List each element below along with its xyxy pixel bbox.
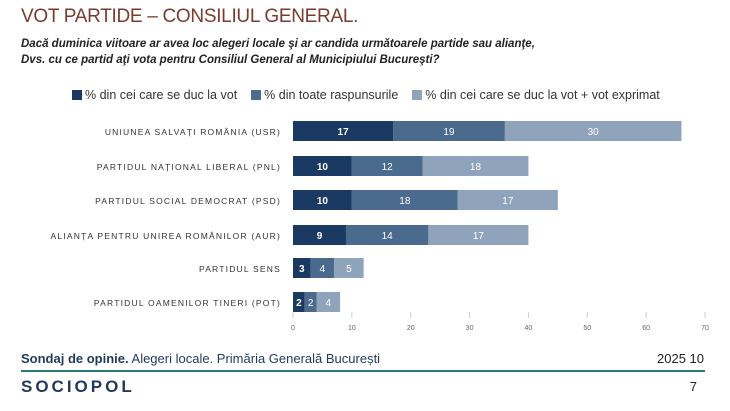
bar-segment (345, 225, 429, 245)
bar-segment (504, 121, 682, 141)
data-label: 18 (399, 196, 411, 207)
data-label: 17 (337, 127, 349, 138)
page-title: VOT PARTIDE – CONSILIUL GENERAL. (21, 6, 359, 27)
bar-segment (393, 121, 505, 141)
footer-survey: Sondaj de opinie. Alegeri locale. Primăr… (21, 351, 381, 366)
data-label: 18 (470, 162, 482, 173)
x-tick-label: 50 (583, 325, 591, 332)
data-label: 17 (502, 196, 514, 207)
data-label: 2 (296, 298, 302, 309)
category-label: UNIUNEA SALVAȚI ROMÂNIA (USR) (105, 127, 281, 137)
x-tick-label: 0 (291, 325, 295, 332)
x-tick-label: 20 (407, 325, 415, 332)
x-tick-label: 60 (642, 325, 650, 332)
footer-date: 2025 10 (657, 351, 704, 366)
bar-segment (293, 292, 305, 312)
data-label: 17 (473, 231, 485, 242)
data-label: 9 (317, 231, 323, 242)
bar-segment (293, 156, 352, 176)
legend-item-2: % din cei care se duc la vot + vot expri… (412, 88, 660, 102)
chart-legend: % din cei care se duc la vot % din toate… (72, 88, 660, 102)
data-label: 3 (299, 264, 305, 275)
bar-segment (316, 292, 341, 312)
sociopol-logo: SOCIOPOL (21, 377, 135, 396)
bar-segment (422, 156, 529, 176)
data-label: 4 (320, 264, 326, 275)
data-label: 10 (317, 162, 329, 173)
bar-segment (334, 258, 364, 278)
bar-segment (457, 190, 558, 210)
x-tick-label: 40 (525, 325, 533, 332)
bar-segment (293, 121, 394, 141)
bar-segment (293, 258, 311, 278)
category-label: PARTIDUL OAMENILOR TINERI (POT) (94, 298, 281, 308)
stacked-bar-chart: 0 10 20 30 40 50 60 70 UNIUNEA SALVAȚI ROMÂNIA (… (51, 121, 709, 332)
bar-segment (304, 292, 317, 312)
category-label: PARTIDUL SENS (199, 264, 281, 274)
bar-segment (351, 156, 423, 176)
x-tick-label: 30 (466, 325, 474, 332)
bar-segment (293, 190, 352, 210)
bar-segment (310, 258, 335, 278)
category-label: PARTIDUL NAȚIONAL LIBERAL (PNL) (97, 162, 281, 172)
legend-item-0: % din cei care se duc la vot (72, 88, 237, 102)
bar-segment (428, 225, 529, 245)
data-label: 19 (443, 127, 455, 138)
data-label: 10 (317, 196, 329, 207)
data-label: 4 (326, 298, 332, 309)
page-number: 7 (689, 379, 697, 394)
data-label: 12 (382, 162, 394, 173)
legend-item-1: % din toate raspunsurile (251, 88, 398, 102)
data-label: 5 (346, 264, 352, 275)
bar-segment (293, 225, 346, 245)
x-tick-label: 10 (348, 325, 356, 332)
x-tick-label: 70 (701, 325, 709, 332)
data-label: 2 (308, 298, 314, 309)
category-label: PARTIDUL SOCIAL DEMOCRAT (PSD) (95, 196, 281, 206)
data-label: 30 (588, 127, 600, 138)
divider (21, 370, 705, 372)
data-label: 14 (382, 231, 394, 242)
survey-question: Dacă duminica viitoare ar avea loc alege… (21, 38, 535, 66)
category-label: ALIANȚA PENTRU UNIREA ROMÂNILOR (AUR) (51, 231, 281, 241)
bar-segment (351, 190, 458, 210)
